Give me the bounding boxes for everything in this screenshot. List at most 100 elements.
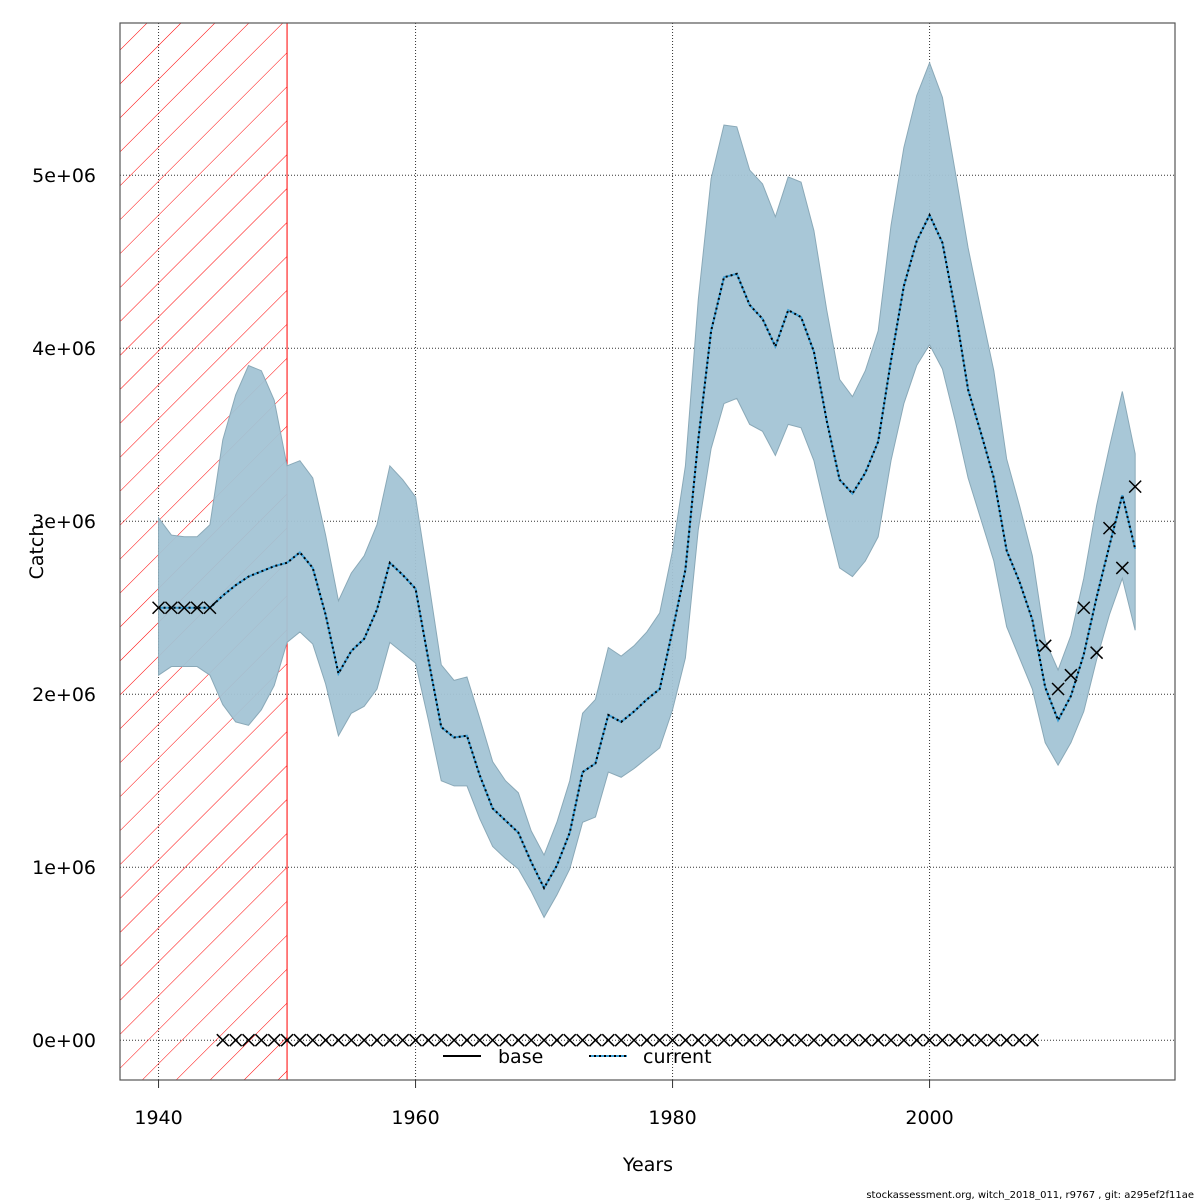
observation-point — [370, 1033, 384, 1047]
y-tick-label: 5e+06 — [32, 165, 96, 187]
observation-point — [203, 601, 217, 615]
observation-point — [1077, 601, 1091, 615]
observation-point — [524, 1033, 538, 1047]
observation-markers — [152, 480, 1142, 1047]
legend: base current — [443, 1046, 712, 1068]
observation-point — [498, 1033, 513, 1047]
legend-label-base: base — [498, 1046, 543, 1068]
observation-point — [216, 1033, 230, 1047]
confidence-band-area — [158, 61, 1136, 919]
observation-point — [807, 1033, 821, 1047]
x-tick-label: 1980 — [648, 1107, 696, 1129]
x-axis-label: Years — [622, 1154, 673, 1176]
observation-point — [1051, 682, 1065, 696]
observation-point — [293, 1033, 307, 1047]
series-lines — [158, 212, 1137, 891]
observation-point — [910, 1033, 924, 1047]
y-axis-label: Catch — [26, 525, 48, 580]
x-axis: 1940 1960 1980 2000 — [134, 1080, 954, 1129]
observation-point — [267, 1033, 281, 1047]
observation-point — [1025, 1033, 1039, 1047]
observation-point — [1064, 668, 1078, 682]
footer-note: stockassessment.org, witch_2018_011, r97… — [866, 1190, 1194, 1200]
observation-point — [730, 1033, 744, 1047]
x-tick-label: 2000 — [905, 1107, 953, 1129]
observation-point — [409, 1033, 423, 1047]
observation-point — [666, 1033, 680, 1047]
y-axis: 0e+00 1e+06 2e+06 3e+06 4e+06 5e+06 — [32, 165, 96, 1052]
y-tick-label: 1e+06 — [32, 857, 96, 879]
observation-point — [1038, 639, 1052, 653]
observation-point — [961, 1033, 975, 1047]
observation-point — [640, 1033, 654, 1047]
observation-point — [743, 1033, 757, 1047]
observation-point — [164, 601, 178, 615]
y-tick-label: 4e+06 — [32, 338, 96, 360]
observation-point — [871, 1033, 885, 1047]
observation-point — [383, 1033, 397, 1047]
confidence-band — [158, 61, 1136, 919]
observation-point — [447, 1033, 461, 1047]
observation-point — [280, 1033, 294, 1047]
x-tick-label: 1940 — [134, 1107, 182, 1129]
observation-point — [1090, 646, 1104, 660]
observation-point — [177, 601, 191, 615]
observation-point — [550, 1033, 564, 1047]
observation-point — [344, 1033, 358, 1047]
legend-label-current: current — [643, 1046, 712, 1068]
y-tick-label: 3e+06 — [32, 511, 96, 533]
observation-point — [460, 1033, 474, 1047]
observation-point — [588, 1033, 602, 1047]
observation-point — [923, 1033, 937, 1047]
y-tick-label: 0e+00 — [32, 1030, 96, 1052]
x-tick-label: 1960 — [391, 1107, 439, 1129]
observation-point — [229, 1033, 243, 1047]
observation-point — [434, 1033, 448, 1047]
current-line-dots — [158, 212, 1137, 891]
observation-point — [486, 1033, 500, 1047]
observation-point — [794, 1033, 808, 1047]
observation-point — [627, 1033, 641, 1047]
observation-point — [1012, 1033, 1027, 1047]
observation-point — [653, 1033, 667, 1047]
observation-point — [820, 1033, 834, 1047]
observation-point — [987, 1033, 1001, 1047]
observation-point — [306, 1033, 320, 1047]
observation-point — [755, 1033, 770, 1047]
observation-point — [845, 1033, 859, 1047]
observation-point — [614, 1033, 628, 1047]
observation-point — [190, 601, 204, 615]
observation-point — [1128, 480, 1142, 494]
observation-point — [974, 1033, 988, 1047]
observation-point — [254, 1033, 268, 1047]
observation-point — [319, 1033, 333, 1047]
observation-point — [601, 1033, 615, 1047]
observation-point — [833, 1033, 847, 1047]
observation-point — [511, 1033, 525, 1047]
observation-point — [691, 1033, 705, 1047]
observation-point — [576, 1033, 590, 1047]
plot-frame — [119, 22, 1176, 1081]
y-tick-label: 2e+06 — [32, 684, 96, 706]
observation-point — [704, 1033, 718, 1047]
observation-point — [768, 1033, 782, 1047]
observation-point — [152, 601, 166, 615]
observation-point — [1115, 561, 1129, 575]
observation-point — [897, 1033, 911, 1047]
observation-point — [563, 1033, 577, 1047]
observation-point — [935, 1033, 949, 1047]
observation-point — [396, 1033, 410, 1047]
observation-point — [781, 1033, 795, 1047]
observation-point — [1000, 1033, 1014, 1047]
observation-point — [948, 1033, 962, 1047]
observation-point — [357, 1033, 371, 1047]
observation-point — [884, 1033, 898, 1047]
observation-point — [717, 1033, 731, 1047]
observation-point — [421, 1033, 435, 1047]
observation-point — [241, 1033, 256, 1047]
observation-point — [1102, 521, 1116, 535]
observation-point — [331, 1033, 345, 1047]
observation-point — [473, 1033, 487, 1047]
observation-point — [858, 1033, 872, 1047]
